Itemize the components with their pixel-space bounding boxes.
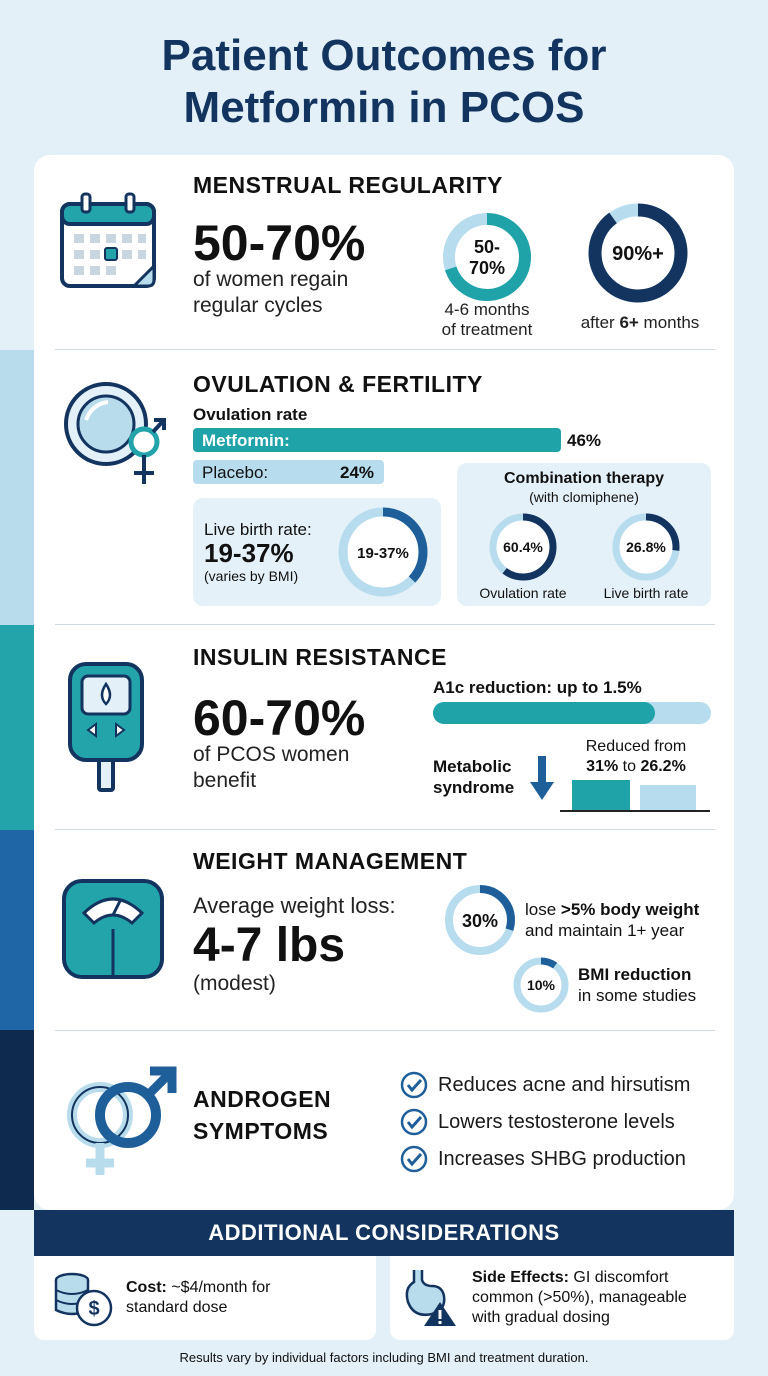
- menstrual-ring-4-6-months: 50- 70%: [443, 213, 531, 301]
- page-title: Patient Outcomes for Metformin in PCOS: [161, 31, 607, 132]
- live-birth-ring-label: 19-37%: [357, 545, 409, 562]
- combo-subtitle: (with clomiphene): [529, 489, 639, 505]
- live-birth-ring: 19-37%: [338, 507, 428, 597]
- ring2-caption: after 6+ months: [580, 313, 700, 332]
- side-effects-text: Side Effects: GI discomfort common (>50%…: [472, 1269, 687, 1326]
- check-circle-icon: [400, 1071, 428, 1099]
- svg-text:$: $: [88, 1298, 99, 1320]
- live-birth-label: Live birth rate:: [204, 520, 312, 539]
- weight-big-stat: 4-7 lbs: [193, 919, 346, 972]
- androgen-item-1: Reduces acne and hirsutism: [400, 1071, 690, 1099]
- placebo-value: 24%: [340, 463, 375, 482]
- menstrual-heading: MENSTRUAL REGULARITY: [193, 172, 503, 198]
- live-birth-big: 19-37%: [204, 538, 294, 568]
- menstrual-description: of women regain regular cycles: [193, 268, 349, 317]
- metformin-value: 46%: [567, 431, 602, 450]
- weight-lead: Average weight loss:: [193, 893, 396, 918]
- scale-icon: [62, 879, 164, 979]
- weight-ring-30: 30%: [445, 885, 515, 955]
- strip-menstrual: [0, 155, 34, 350]
- female-male-symbol-icon: [64, 382, 166, 484]
- metabolic-before-bar: [572, 780, 630, 810]
- ovulation-heading: OVULATION & FERTILITY: [193, 371, 483, 397]
- a1c-label: A1c reduction: up to 1.5%: [433, 678, 642, 697]
- gender-symbols-icon: [67, 1066, 177, 1175]
- reduced-from-label: Reduced from: [585, 738, 687, 755]
- calendar-icon: [60, 192, 156, 288]
- placebo-label: Placebo:: [202, 463, 269, 482]
- combo-title: Combination therapy: [503, 470, 664, 487]
- divider-2: [55, 624, 715, 625]
- weight-ring1-label: 30%: [462, 911, 498, 931]
- strip-androgen: [0, 1030, 34, 1210]
- live-birth-note: (varies by BMI): [204, 568, 299, 584]
- combo-ring1-label: 60.4%: [503, 539, 543, 555]
- arrow-down-icon: [530, 756, 554, 800]
- metformin-bar: [193, 428, 561, 452]
- metabolic-syndrome-label: Metabolic syndrome: [433, 757, 515, 797]
- glucose-meter-icon: [68, 662, 144, 792]
- divider-3: [55, 829, 715, 830]
- footer-note: Results vary by individual factors inclu…: [179, 1350, 589, 1365]
- combo-ovulation-ring: 60.4%: [489, 513, 557, 581]
- divider-4: [55, 1030, 715, 1031]
- combo-ring1-caption: Ovulation rate: [479, 585, 567, 601]
- androgen-heading: ANDROGEN SYMPTOMS: [193, 1086, 332, 1144]
- placebo-bar: [193, 460, 384, 484]
- ring1-label-b: 70%: [469, 258, 505, 278]
- check-circle-icon: [400, 1108, 428, 1136]
- strip-ovulation: [0, 350, 34, 625]
- insulin-big-stat: 60-70%: [193, 690, 366, 746]
- additional-heading: ADDITIONAL CONSIDERATIONS: [34, 1210, 734, 1256]
- check-circle-icon: [400, 1145, 428, 1173]
- main-card: [34, 155, 734, 1210]
- ring1-label-a: 50-: [474, 237, 500, 257]
- combo-ring2-caption: Live birth rate: [603, 585, 689, 601]
- insulin-heading: INSULIN RESISTANCE: [193, 644, 447, 670]
- divider-1: [55, 349, 715, 350]
- menstrual-ring-6-plus-months: 90%+: [588, 203, 688, 303]
- androgen-item-3: Increases SHBG production: [400, 1145, 686, 1173]
- ring2-label: 90%+: [612, 243, 664, 265]
- a1c-fill: [433, 702, 656, 724]
- strip-weight: [0, 830, 34, 1030]
- reduced-values: 31% to 26.2%: [586, 758, 686, 775]
- menstrual-big-stat: 50-70%: [193, 215, 366, 271]
- metformin-label: Metformin:: [202, 431, 290, 450]
- weight-ring1-text: lose >5% body weight and maintain 1+ yea…: [525, 900, 700, 940]
- weight-ring-10: 10%: [513, 957, 569, 1013]
- weight-ring2-text: BMI reduction in some studies: [578, 965, 697, 1005]
- stomach-warning-icon: [405, 1270, 456, 1326]
- ovulation-rate-label: Ovulation rate: [193, 405, 308, 424]
- weight-ring2-label: 10%: [527, 977, 556, 993]
- weight-note: (modest): [193, 972, 276, 995]
- weight-heading: WEIGHT MANAGEMENT: [193, 848, 468, 874]
- coins-dollar-icon: $: [54, 1272, 113, 1327]
- insulin-description: of PCOS women benefit: [193, 743, 350, 792]
- strip-insulin: [0, 625, 34, 830]
- combo-ring2-label: 26.8%: [626, 539, 666, 555]
- metabolic-baseline: [560, 810, 710, 812]
- combo-live-birth-ring: 26.8%: [612, 513, 680, 581]
- cost-text: Cost: ~$4/month for standard dose: [126, 1279, 271, 1316]
- androgen-item-2: Lowers testosterone levels: [400, 1108, 675, 1136]
- ring1-caption: 4-6 months of treatment: [441, 300, 533, 339]
- metabolic-after-bar: [640, 784, 696, 810]
